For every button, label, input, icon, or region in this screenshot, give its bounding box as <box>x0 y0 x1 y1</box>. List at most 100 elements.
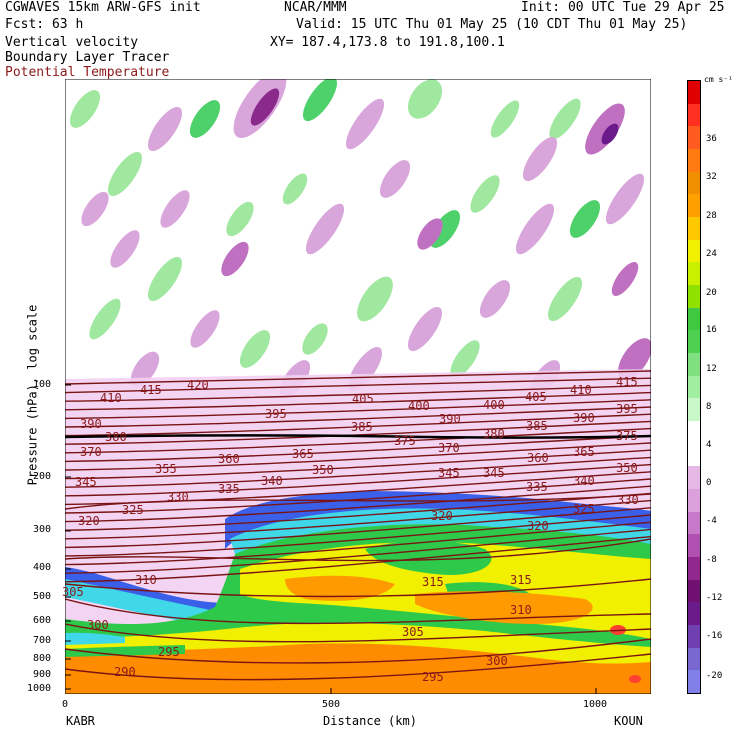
colorbar-label: -16 <box>706 631 723 641</box>
ytick-500: 500 <box>33 591 52 602</box>
colorbar-swatch <box>688 534 700 558</box>
theta-contour-label: 395 <box>265 407 287 421</box>
x-axis-ticks <box>65 688 597 694</box>
theta-contour-label: 370 <box>438 441 460 455</box>
colorbar-label: 8 <box>706 402 712 412</box>
wave-blob <box>221 241 249 277</box>
theta-contour-label: 385 <box>351 420 373 434</box>
theta-contour-label: 295 <box>422 670 444 684</box>
colorbar-swatch <box>688 285 700 309</box>
wave-blob <box>522 136 558 182</box>
wave-blob <box>110 230 140 268</box>
wave-blob <box>226 201 254 237</box>
theta-contour-label: 320 <box>431 509 453 523</box>
theta-contour <box>65 478 651 514</box>
colorbar-swatch <box>688 103 700 127</box>
theta-contour-label: 415 <box>616 375 638 389</box>
wave-blob <box>190 310 220 348</box>
wave-blob <box>601 123 619 145</box>
colorbar-swatch <box>688 489 700 513</box>
colorbar-swatch <box>688 602 700 626</box>
ytick-900: 900 <box>33 669 52 680</box>
wave-blob <box>69 90 101 128</box>
colorbar-swatch <box>688 421 700 445</box>
tropopause-line <box>65 434 651 439</box>
theta-contour-label: 365 <box>573 445 595 459</box>
theta-contour <box>65 391 651 411</box>
theta-contour-label: 350 <box>616 461 638 475</box>
theta-contour-label: 330 <box>617 493 639 507</box>
theta-contour-label: 375 <box>616 429 638 443</box>
wave-blob <box>417 218 443 250</box>
colorbar-swatch <box>688 239 700 263</box>
theta-contour <box>65 399 651 420</box>
wave-blob <box>450 340 480 378</box>
colorbar-swatch <box>688 557 700 581</box>
colorbar-label: 4 <box>706 440 712 450</box>
theta-contour <box>65 456 651 488</box>
wave-blob <box>547 276 583 322</box>
theta-contour-label: 345 <box>483 466 505 480</box>
theta-contour-label: 305 <box>62 585 84 599</box>
wave-blob <box>239 330 271 368</box>
colorbar-label: -4 <box>706 516 717 526</box>
theta-contour-label: 395 <box>616 402 638 416</box>
theta-contour-label: 345 <box>438 466 460 480</box>
forecast-hour: Fcst: 63 h <box>5 17 84 32</box>
model-title: CGWAVES 15km ARW-GFS init <box>5 0 201 15</box>
colorbar-label: 16 <box>706 325 717 335</box>
theta-contour-label: 310 <box>135 573 157 587</box>
theta-contour-label: 300 <box>87 618 109 632</box>
colorbar-swatch <box>688 171 700 195</box>
theta-contour <box>65 427 651 454</box>
ytick-400: 400 <box>33 562 52 573</box>
theta-contour <box>65 623 651 643</box>
theta-contour-label: 360 <box>527 451 549 465</box>
theta-contour-label: 345 <box>75 475 97 489</box>
theta-contour-label: 350 <box>312 463 334 477</box>
field-potential-temperature: Potential Temperature <box>5 65 170 80</box>
wave-blob <box>470 175 500 213</box>
init-time: Init: 00 UTC Tue 29 Apr 25 <box>521 0 725 15</box>
wave-blob <box>302 323 328 355</box>
wave-blob <box>611 261 639 297</box>
theta-contour-label: 365 <box>292 447 314 461</box>
colorbar-swatch <box>688 217 700 241</box>
theta-contour <box>65 463 651 497</box>
ytick-700: 700 <box>33 635 52 646</box>
theta-contour-label: 320 <box>527 519 549 533</box>
ytick-100: 100 <box>33 379 52 390</box>
y-axis-ticks <box>65 384 71 690</box>
field-vertical-velocity: Vertical velocity <box>5 35 139 50</box>
wave-blob <box>189 100 221 138</box>
theta-contour <box>65 406 651 428</box>
theta-contour-label: 290 <box>114 665 136 679</box>
colorbar-label: -20 <box>706 671 723 681</box>
colorbar-swatch <box>688 511 700 535</box>
colorbar-swatch <box>688 625 700 649</box>
wave-blob <box>147 256 183 302</box>
ytick-200: 200 <box>33 471 52 482</box>
theta-contour-label: 390 <box>80 417 102 431</box>
colorbar-swatch <box>688 647 700 671</box>
theta-contour-label: 380 <box>105 430 127 444</box>
theta-contour-label: 335 <box>218 482 240 496</box>
theta-contour <box>65 514 651 557</box>
wave-blob <box>569 200 601 238</box>
theta-contour-label: 325 <box>573 502 595 516</box>
colorbar-unit: cm s⁻¹ <box>704 75 733 84</box>
colorbar-label: 20 <box>706 288 717 298</box>
wave-blob <box>605 173 645 225</box>
theta-contour-label: 410 <box>100 391 122 405</box>
wave-blob <box>345 98 385 150</box>
theta-contour <box>65 492 651 531</box>
theta-contour-label: 420 <box>187 378 209 392</box>
colorbar-swatch <box>688 126 700 150</box>
theta-contour-label: 355 <box>155 462 177 476</box>
wave-blob <box>147 106 183 152</box>
wave-blob <box>160 190 190 228</box>
wave-blob <box>490 100 520 138</box>
ytick-600: 600 <box>33 615 52 626</box>
x-axis-label: Distance (km) <box>323 714 417 728</box>
theta-contour <box>65 528 651 574</box>
